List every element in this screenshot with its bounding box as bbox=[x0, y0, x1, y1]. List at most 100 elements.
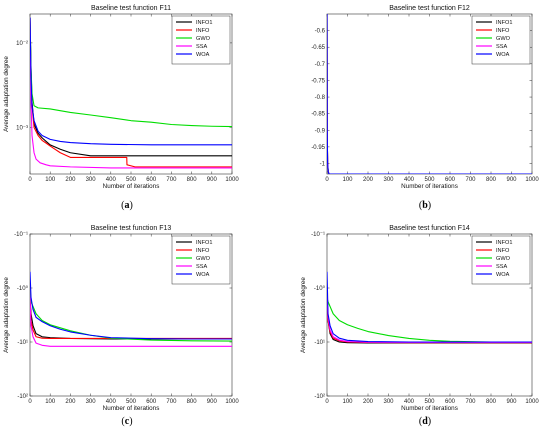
legend-label: GWO bbox=[496, 36, 511, 42]
legend-label: SSA bbox=[196, 44, 207, 50]
legend-box bbox=[171, 235, 231, 285]
chart-title: Baseline test function F11 bbox=[91, 5, 171, 12]
series-line-woa bbox=[327, 271, 532, 343]
chart-panel-3: Baseline test function F13 0 100 200 300 400 5… bbox=[3, 225, 239, 427]
x-tick-label: 900 bbox=[207, 177, 218, 183]
x-tick-label: 700 bbox=[166, 177, 177, 183]
legend-label: INFO bbox=[496, 28, 510, 34]
y-axis-label: Average adaptation degree bbox=[300, 277, 307, 353]
x-tick-label: 200 bbox=[65, 399, 76, 405]
chart-panel-2: Baseline test function F12 0 100 200 300 400 5… bbox=[311, 5, 539, 211]
chart-title: Baseline test function F14 bbox=[389, 225, 470, 232]
legend-label: INFO1 bbox=[196, 20, 212, 26]
chart-title: Baseline test function F13 bbox=[91, 225, 172, 232]
x-tick-label: 200 bbox=[363, 399, 374, 405]
panel-caption-letter: d bbox=[422, 416, 428, 427]
x-tick-label: 1000 bbox=[525, 177, 539, 183]
x-tick-label: 100 bbox=[342, 177, 353, 183]
x-tick-label: 0 bbox=[325, 399, 329, 405]
legend-box bbox=[471, 235, 531, 285]
x-tick-label: 300 bbox=[86, 177, 97, 183]
series-line-woa bbox=[30, 271, 232, 340]
x-tick-label: 600 bbox=[445, 399, 456, 405]
legend-label: INFO bbox=[196, 248, 210, 254]
x-tick-label: 800 bbox=[486, 177, 497, 183]
y-tick-label: -10² bbox=[17, 394, 28, 400]
x-tick-label: 900 bbox=[506, 399, 517, 405]
legend: INFO1 INFO GWO SSA WOA bbox=[171, 15, 231, 65]
y-tick-label: -10² bbox=[314, 394, 325, 400]
x-tick-label: 500 bbox=[126, 399, 137, 405]
y-tick-label: -0.9 bbox=[315, 128, 326, 134]
x-tick-label: 1000 bbox=[225, 177, 239, 183]
y-tick-label: -0.85 bbox=[311, 112, 325, 118]
legend-label: INFO1 bbox=[496, 20, 512, 26]
series-group bbox=[327, 14, 532, 174]
x-tick-label: 100 bbox=[342, 399, 353, 405]
x-tick-label: 400 bbox=[404, 399, 415, 405]
legend-box bbox=[471, 15, 531, 65]
legend-label: WOA bbox=[496, 52, 510, 58]
y-tick-label: -0.7 bbox=[315, 62, 326, 68]
chart-panel-1: Baseline test function F11 0 100 200 300 400 5… bbox=[3, 5, 239, 211]
x-tick-label: 700 bbox=[166, 399, 177, 405]
y-tick-label: -0.75 bbox=[311, 78, 325, 84]
legend-label: GWO bbox=[496, 256, 511, 262]
series-line-gwo bbox=[30, 17, 232, 128]
y-tick-label: -10⁻¹ bbox=[14, 232, 28, 238]
y-tick-label: -1 bbox=[320, 162, 326, 168]
panel-caption: (c) bbox=[121, 416, 132, 427]
x-tick-label: 0 bbox=[28, 399, 32, 405]
x-tick-label: 100 bbox=[45, 177, 56, 183]
x-tick-label: 300 bbox=[86, 399, 97, 405]
y-tick-label: 10⁻³ bbox=[16, 125, 28, 131]
x-tick-label: 100 bbox=[45, 399, 56, 405]
panel-caption-letter: c bbox=[125, 416, 130, 427]
x-tick-label: 300 bbox=[383, 399, 394, 405]
x-axis-label: Number of iterations bbox=[401, 405, 458, 412]
y-tick-label: -10⁻¹ bbox=[311, 232, 325, 238]
x-axis-label: Number of iterations bbox=[103, 183, 160, 190]
x-tick-label: 500 bbox=[424, 177, 435, 183]
chart-panel-4: Baseline test function F14 0 100 200 300 400 5… bbox=[300, 225, 539, 427]
y-tick-label: -0.8 bbox=[315, 95, 326, 101]
legend-label: WOA bbox=[196, 52, 210, 58]
x-tick-label: 500 bbox=[126, 177, 137, 183]
chart-title: Baseline test function F12 bbox=[389, 5, 470, 12]
panel-caption: (b) bbox=[419, 200, 431, 211]
x-tick-label: 700 bbox=[465, 177, 476, 183]
series-line-woa bbox=[30, 17, 232, 146]
y-tick-label: -0.65 bbox=[311, 45, 325, 51]
legend-label: WOA bbox=[496, 272, 510, 278]
x-tick-label: 0 bbox=[28, 177, 32, 183]
panel-caption-letter: b bbox=[422, 200, 428, 211]
y-tick-label: -0.6 bbox=[315, 29, 326, 35]
x-tick-label: 800 bbox=[187, 177, 198, 183]
y-tick-label: 10⁻² bbox=[16, 41, 28, 47]
y-tick-label: -10¹ bbox=[17, 340, 28, 346]
x-tick-label: 700 bbox=[465, 399, 476, 405]
legend-label: INFO1 bbox=[196, 240, 212, 246]
legend-label: SSA bbox=[196, 264, 207, 270]
x-tick-label: 400 bbox=[404, 177, 415, 183]
series-line-woa bbox=[327, 14, 532, 174]
legend: INFO1 INFO GWO SSA WOA bbox=[471, 15, 531, 65]
y-tick-label: -0.95 bbox=[311, 145, 325, 151]
x-tick-label: 900 bbox=[207, 399, 218, 405]
x-tick-label: 0 bbox=[325, 177, 329, 183]
legend-label: SSA bbox=[496, 264, 507, 270]
y-tick-label: -10⁰ bbox=[17, 285, 29, 292]
x-tick-label: 600 bbox=[146, 177, 157, 183]
legend-box bbox=[171, 15, 231, 65]
y-tick-label: -10¹ bbox=[314, 340, 325, 346]
y-axis-label: Average adaptation degree bbox=[3, 277, 10, 353]
x-tick-label: 400 bbox=[106, 177, 117, 183]
x-tick-label: 500 bbox=[424, 399, 435, 405]
legend-label: SSA bbox=[496, 44, 507, 50]
x-tick-label: 300 bbox=[383, 177, 394, 183]
series-group bbox=[30, 17, 232, 169]
x-tick-label: 1000 bbox=[225, 399, 239, 405]
y-tick-label: -10⁰ bbox=[314, 285, 326, 292]
y-axis-label: Average adaptation degree bbox=[3, 56, 10, 132]
x-tick-label: 600 bbox=[445, 177, 456, 183]
